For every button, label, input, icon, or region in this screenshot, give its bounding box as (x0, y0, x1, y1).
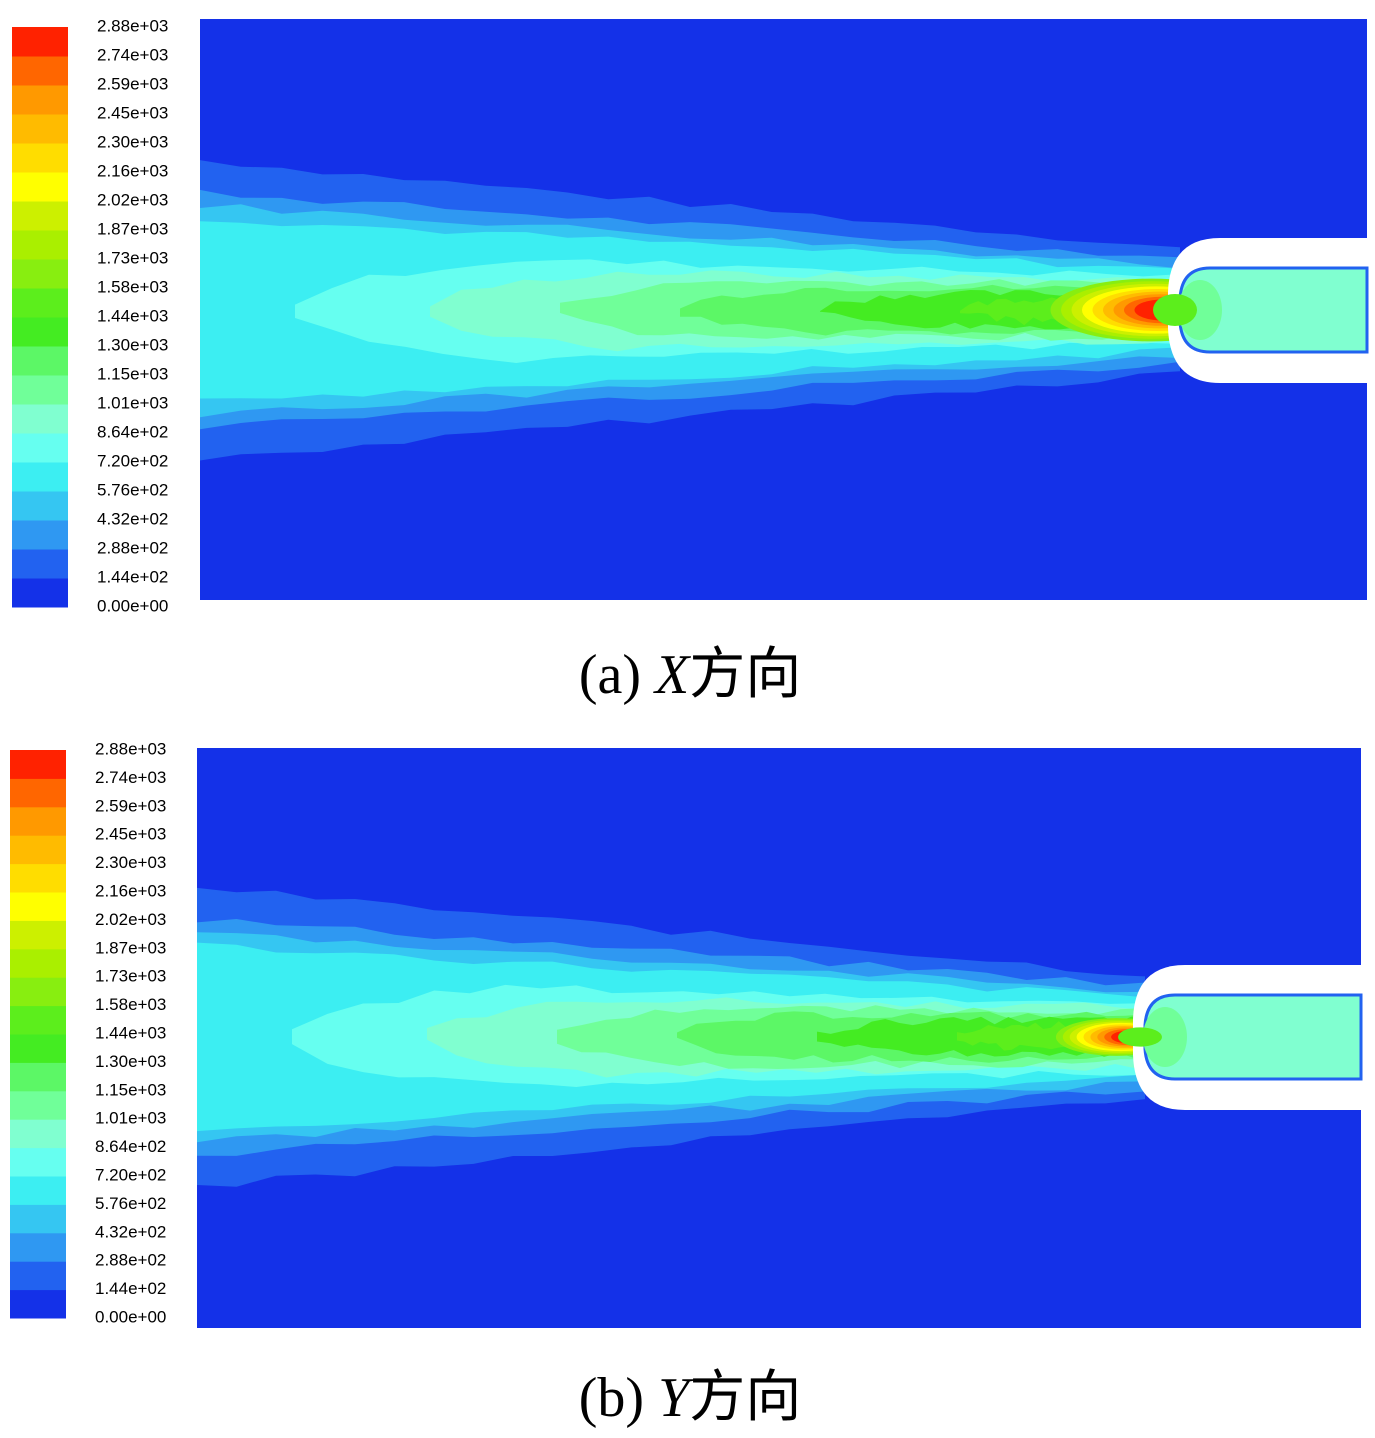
colorbar-tick-label: 2.16e+03 (95, 881, 166, 900)
colorbar-band (12, 143, 68, 173)
colorbar-tick-label: 1.87e+03 (97, 219, 168, 238)
colorbar-band (10, 1147, 66, 1177)
colorbar-band (10, 1005, 66, 1035)
colorbar-tick-label: 2.59e+03 (97, 74, 168, 93)
caption-var: Y (658, 1367, 695, 1429)
colorbar-band (12, 288, 68, 318)
colorbar-band (10, 1119, 66, 1149)
colorbar-tick-label: 1.44e+02 (97, 567, 168, 586)
colorbar-tick-label: 1.15e+03 (95, 1080, 166, 1099)
colorbar-tick-label: 2.88e+02 (95, 1251, 166, 1270)
colorbar-band (10, 1034, 66, 1063)
colorbar-band (12, 520, 68, 550)
colorbar-tick-label: 1.30e+03 (97, 335, 168, 354)
colorbar-tick-label: 1.30e+03 (95, 1052, 166, 1071)
colorbar-band (10, 1261, 66, 1291)
colorbar-band (12, 462, 68, 492)
colorbar-band (12, 259, 68, 289)
colorbar-tick-label: 2.30e+03 (95, 853, 166, 872)
colorbar-tick-label: 0.00e+00 (95, 1307, 166, 1326)
colorbar-tick-label: 8.64e+02 (95, 1137, 166, 1156)
colorbar-band (10, 778, 66, 808)
contour-band (1118, 1027, 1162, 1047)
colorbar-band (12, 346, 68, 376)
caption-var: X (653, 644, 692, 706)
colorbar-tick-label: 1.87e+03 (95, 938, 166, 957)
colorbar-band (12, 433, 68, 463)
caption-label: (a) (579, 644, 641, 706)
colorbar-band (12, 85, 68, 115)
colorbar-band (10, 806, 66, 836)
colorbar-tick-label: 4.32e+02 (97, 509, 168, 528)
contour-band (1178, 280, 1222, 340)
contour-band (1153, 294, 1197, 326)
colorbar-band (12, 172, 68, 202)
colorbar-band (12, 549, 68, 579)
colorbar-tick-label: 7.20e+02 (97, 451, 168, 470)
colorbar-band (10, 977, 66, 1007)
colorbar-band (12, 375, 68, 405)
colorbar-band (10, 863, 66, 893)
colorbar-tick-label: 2.16e+03 (97, 161, 168, 180)
caption: (a) X方向 (579, 644, 801, 706)
colorbar-tick-label: 1.44e+03 (97, 306, 168, 325)
colorbar-tick-label: 2.88e+03 (95, 739, 166, 758)
colorbar-tick-label: 1.73e+03 (97, 248, 168, 267)
colorbar-tick-label: 2.45e+03 (95, 825, 166, 844)
colorbar-tick-label: 1.58e+03 (97, 277, 168, 296)
colorbar-tick-label: 0.00e+00 (97, 596, 168, 615)
colorbar-tick-label: 1.15e+03 (97, 364, 168, 383)
colorbar-band (10, 1204, 66, 1234)
colorbar-tick-label: 1.44e+03 (95, 1023, 166, 1042)
colorbar-tick-label: 1.01e+03 (97, 393, 168, 412)
colorbar-tick-label: 2.30e+03 (97, 132, 168, 151)
colorbar-tick-label: 2.74e+03 (97, 45, 168, 64)
colorbar-tick-label: 2.45e+03 (97, 103, 168, 122)
colorbar-tick-label: 2.74e+03 (95, 768, 166, 787)
colorbar-band (10, 750, 66, 779)
colorbar-tick-label: 2.02e+03 (95, 910, 166, 929)
colorbar-tick-label: 2.88e+03 (97, 16, 168, 35)
colorbar-band (12, 404, 68, 434)
colorbar-tick-label: 1.58e+03 (95, 995, 166, 1014)
contour-band (1143, 1007, 1187, 1067)
colorbar-tick-label: 1.44e+02 (95, 1279, 166, 1298)
colorbar-band (10, 948, 66, 978)
colorbar-band (12, 230, 68, 260)
colorbar-tick-label: 2.88e+02 (97, 538, 168, 557)
colorbar-band (12, 56, 68, 86)
colorbar-band (10, 920, 66, 950)
colorbar-tick-label: 5.76e+02 (97, 480, 168, 499)
caption: (b) Y方向 (579, 1367, 801, 1429)
caption-text: 方向 (689, 644, 801, 706)
colorbar-tick-label: 7.20e+02 (95, 1165, 166, 1184)
colorbar-tick-label: 1.01e+03 (95, 1109, 166, 1128)
colorbar-band (12, 201, 68, 231)
colorbar-band (12, 114, 68, 144)
colorbar-tick-label: 1.73e+03 (95, 967, 166, 986)
colorbar-tick-label: 8.64e+02 (97, 422, 168, 441)
colorbar-band (12, 578, 68, 608)
colorbar-tick-label: 4.32e+02 (95, 1222, 166, 1241)
colorbar-tick-label: 5.76e+02 (95, 1194, 166, 1213)
colorbar-band (10, 835, 66, 865)
colorbar-band (10, 1289, 66, 1319)
colorbar-tick-label: 2.02e+03 (97, 190, 168, 209)
colorbar-band (10, 1090, 66, 1120)
colorbar-band (10, 1232, 66, 1262)
colorbar-band (12, 491, 68, 521)
colorbar-band (12, 317, 68, 347)
caption-label: (b) (579, 1367, 644, 1429)
caption-text: 方向 (689, 1367, 801, 1429)
colorbar-band (10, 892, 66, 921)
colorbar-band (10, 1176, 66, 1205)
colorbar-tick-label: 2.59e+03 (95, 796, 166, 815)
colorbar-band (12, 27, 68, 57)
colorbar-band (10, 1062, 66, 1092)
